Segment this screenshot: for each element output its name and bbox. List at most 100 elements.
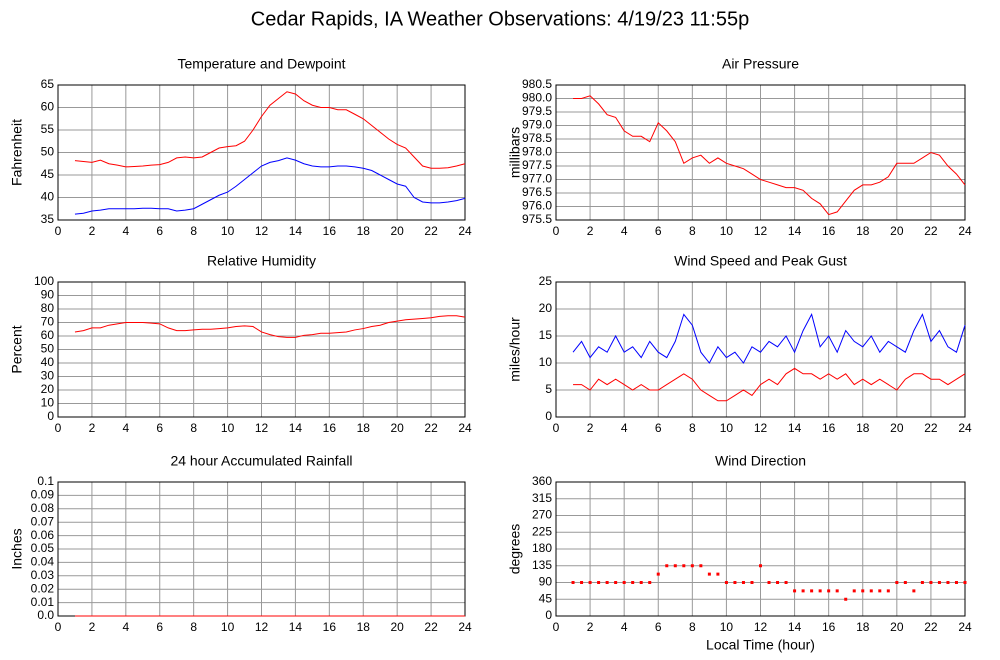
x-tick-label: 18 [357,224,371,238]
point [793,589,797,593]
point [673,564,677,568]
x-tick-label: 4 [122,620,129,634]
x-tick-label: 22 [424,224,438,238]
y-tick-label: 977.0 [522,172,552,186]
y-tick-label: 0.09 [31,488,55,502]
point [716,572,720,576]
panel-title: Air Pressure [722,56,799,72]
y-tick-label: 10 [41,396,55,410]
point [963,581,967,584]
point [878,589,882,593]
x-tick-label: 2 [587,620,594,634]
point [614,581,618,584]
x-tick-label: 14 [289,421,303,435]
x-tick-label: 2 [587,421,594,435]
y-tick-label: 0.1 [37,474,54,488]
y-tick-label: 25 [539,274,553,288]
y-tick-label: 180 [532,541,552,555]
y-axis-label: Inches [9,528,25,569]
x-tick-label: 16 [822,421,836,435]
x-tick-label: 16 [323,620,337,634]
point [920,581,924,584]
x-tick-label: 18 [357,620,371,634]
x-tick-label: 20 [890,421,904,435]
point [810,589,814,593]
x-tick-label: 14 [788,421,802,435]
y-tick-label: 0 [545,409,552,423]
y-tick-label: 0.08 [31,501,55,515]
point [605,581,609,584]
y-tick-label: 980.0 [522,91,552,105]
x-tick-label: 6 [655,224,662,238]
point [724,581,728,584]
x-tick-label: 24 [958,421,972,435]
x-tick-label: 14 [788,620,802,634]
y-tick-label: 0.05 [31,541,55,555]
point [682,564,686,568]
y-tick-label: 979.0 [522,118,552,132]
x-tick-label: 10 [720,224,734,238]
y-tick-label: 135 [532,558,552,572]
x-axis-label: Local Time (hour) [706,637,815,653]
y-tick-label: 80 [41,301,55,315]
plot-frame [555,281,966,418]
point [954,581,958,584]
x-tick-label: 24 [458,620,472,634]
x-tick-label: 4 [621,224,628,238]
point [903,581,907,584]
y-tick-label: 15 [539,328,553,342]
y-tick-label: 976.0 [522,199,552,213]
point [580,581,584,584]
panel-title: Wind Speed and Peak Gust [674,253,847,269]
x-tick-label: 20 [890,224,904,238]
y-tick-label: 980.5 [522,77,552,91]
x-tick-label: 0 [55,224,62,238]
point [707,572,711,576]
x-tick-label: 20 [890,620,904,634]
point [656,572,660,576]
x-tick-label: 10 [720,421,734,435]
series-line [74,91,466,169]
y-tick-label: 35 [41,212,55,226]
y-tick-label: 45 [539,591,553,605]
series-line [573,95,966,216]
x-tick-label: 8 [689,620,696,634]
point [844,597,848,601]
point [801,589,805,593]
x-tick-label: 12 [255,224,269,238]
y-tick-label: 30 [41,369,55,383]
x-tick-label: 14 [289,620,303,634]
point [852,589,856,593]
y-tick-label: 0.06 [31,528,55,542]
x-tick-label: 8 [190,421,197,435]
point [597,581,601,584]
x-tick-label: 22 [924,421,938,435]
y-tick-label: 10 [539,355,553,369]
x-tick-label: 2 [587,224,594,238]
point [784,581,788,584]
point [733,581,737,584]
y-tick-label: 979.5 [522,104,552,118]
plot-frame [57,84,466,221]
y-tick-label: 0.01 [31,595,55,609]
y-tick-label: 0 [545,608,552,622]
x-tick-label: 18 [856,421,870,435]
x-tick-label: 14 [289,224,303,238]
y-tick-label: 90 [41,288,55,302]
y-tick-label: 315 [532,491,552,505]
y-tick-label: 20 [539,301,553,315]
point [571,581,575,584]
y-tick-label: 50 [41,342,55,356]
x-tick-label: 18 [856,620,870,634]
x-tick-label: 6 [156,421,163,435]
panel-title: Temperature and Dewpoint [177,56,345,72]
x-tick-label: 16 [822,620,836,634]
point [818,589,822,593]
point [886,589,890,593]
y-axis-label: millibars [507,127,523,178]
x-tick-label: 16 [822,224,836,238]
x-tick-label: 4 [621,421,628,435]
y-tick-label: 270 [532,508,552,522]
y-tick-label: 225 [532,524,552,538]
